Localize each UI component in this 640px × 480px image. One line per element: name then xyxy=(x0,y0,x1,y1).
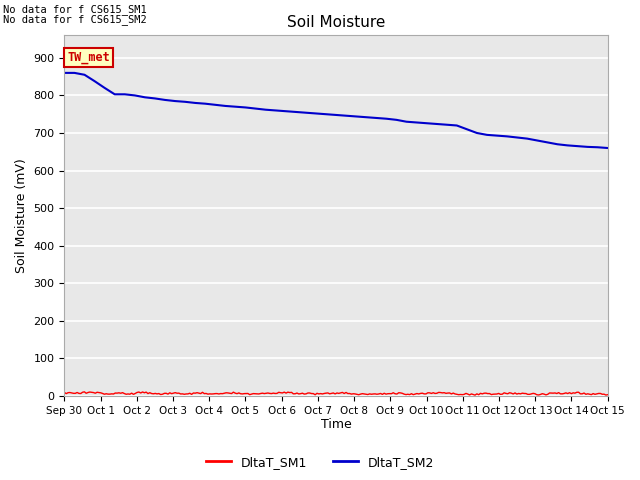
Title: Soil Moisture: Soil Moisture xyxy=(287,15,385,30)
DltaT_SM1 xyxy=(386,391,394,396)
DltaT_SM2 xyxy=(262,107,269,113)
DltaT_SM1 xyxy=(522,391,530,396)
Text: No data for f CS615_SM1: No data for f CS615_SM1 xyxy=(3,4,147,15)
DltaT_SM2 xyxy=(604,145,612,151)
DltaT_SM2 xyxy=(594,144,602,150)
DltaT_SM2 xyxy=(121,91,129,97)
DltaT_SM1 xyxy=(604,392,612,397)
DltaT_SM1 xyxy=(81,389,88,395)
DltaT_SM1 xyxy=(471,392,479,398)
Legend: DltaT_SM1, DltaT_SM2: DltaT_SM1, DltaT_SM2 xyxy=(201,451,439,474)
DltaT_SM2 xyxy=(191,100,199,106)
Line: DltaT_SM1: DltaT_SM1 xyxy=(65,392,608,395)
DltaT_SM2 xyxy=(61,70,68,76)
DltaT_SM2 xyxy=(543,140,551,145)
Y-axis label: Soil Moisture (mV): Soil Moisture (mV) xyxy=(15,158,28,273)
DltaT_SM2 xyxy=(161,97,169,103)
Text: TW_met: TW_met xyxy=(67,51,110,64)
DltaT_SM1 xyxy=(395,390,403,396)
DltaT_SM1 xyxy=(61,390,68,396)
DltaT_SM1 xyxy=(557,391,564,396)
X-axis label: Time: Time xyxy=(321,419,351,432)
Line: DltaT_SM2: DltaT_SM2 xyxy=(65,73,608,148)
Text: No data for f CS615_SM2: No data for f CS615_SM2 xyxy=(3,13,147,24)
DltaT_SM1 xyxy=(384,391,392,396)
DltaT_SM1 xyxy=(62,391,70,396)
